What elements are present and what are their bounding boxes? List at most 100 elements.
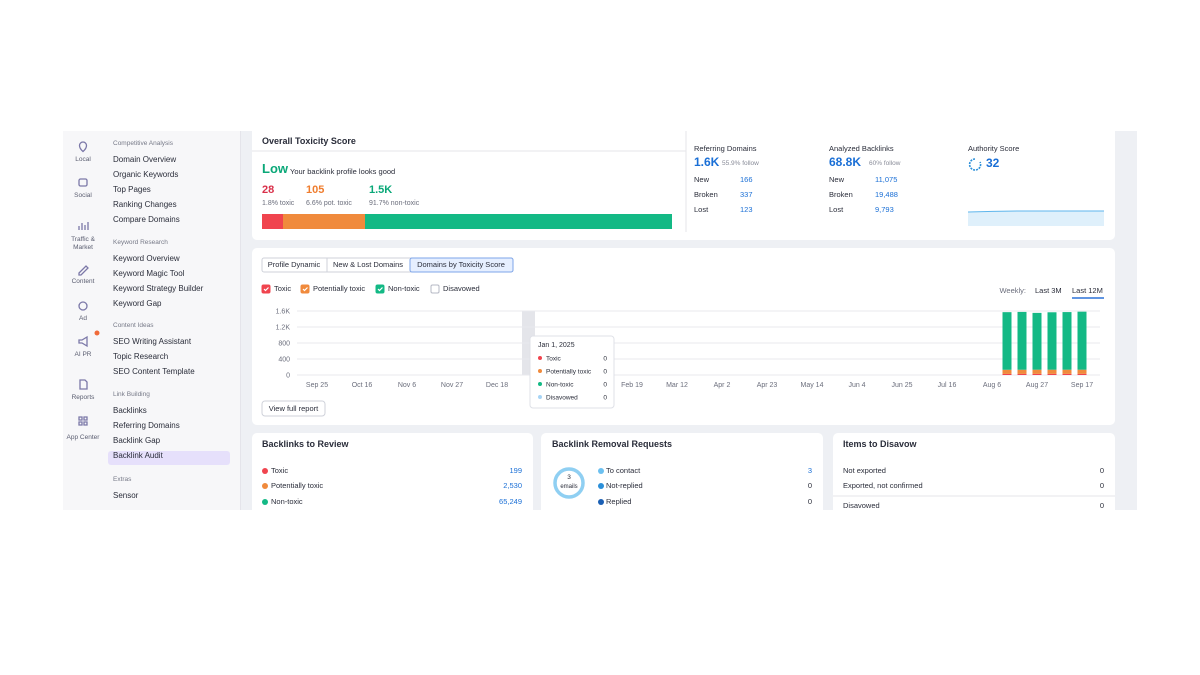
icon-reports: [79, 379, 88, 390]
tab[interactable]: Domains by Toxicity Score: [417, 259, 505, 269]
legend-label[interactable]: Potentially toxic: [313, 283, 366, 293]
disavow-card: [833, 433, 1115, 510]
period-option[interactable]: Last 3M: [1035, 285, 1062, 295]
nav-item[interactable]: SEO Content Template: [113, 367, 195, 377]
toxic-segment: [262, 214, 283, 229]
bar-segment: [1002, 312, 1012, 370]
tooltip-value: 0: [603, 382, 607, 389]
donut-label: emails: [560, 483, 578, 490]
nav-item[interactable]: Keyword Overview: [113, 254, 180, 264]
app-panel: 0 400 800 1.2K 1.6K Sep 25 Oct 16 Nov 6 Nov 27 De…: [63, 131, 1137, 510]
toxicity-message: Your backlink profile looks good: [290, 166, 396, 176]
tooltip-dot: [538, 369, 542, 373]
nav-item[interactable]: Backlink Gap: [113, 436, 161, 446]
x-tick-label: Jun 4: [848, 382, 865, 389]
bar-segment: [1047, 373, 1057, 375]
legend-checkbox[interactable]: [430, 284, 440, 294]
metric-row-value[interactable]: 11,075: [875, 174, 898, 184]
legend-label[interactable]: Toxic: [274, 283, 292, 293]
nav-item[interactable]: Ranking Changes: [113, 200, 177, 210]
metric-row-label: Lost: [829, 204, 844, 214]
metric-row-value[interactable]: 337: [740, 189, 753, 199]
tooltip-value: 0: [603, 369, 607, 376]
nav-item[interactable]: Referring Domains: [113, 421, 180, 431]
x-tick-label: Oct 16: [352, 382, 373, 389]
row-label: Not-replied: [606, 480, 643, 490]
row-dot: [598, 468, 604, 474]
metric-note: 60% follow: [869, 160, 901, 168]
tab[interactable]: Profile Dynamic: [267, 259, 321, 269]
nav-item[interactable]: SEO Writing Assistant: [113, 337, 192, 347]
metric-row-value[interactable]: 166: [740, 174, 753, 184]
x-tick-label: Jun 25: [891, 382, 912, 389]
card-title: Items to Disavow: [843, 438, 917, 449]
tooltip-value: 0: [603, 356, 607, 363]
nav-item[interactable]: Backlinks: [113, 406, 147, 416]
bar-segment: [1047, 312, 1057, 370]
nav-item[interactable]: Compare Domains: [113, 215, 180, 225]
row-value: 0: [807, 496, 812, 506]
button-label[interactable]: View full report: [268, 403, 319, 413]
legend-checkbox[interactable]: [261, 284, 271, 294]
x-tick-label: Nov 27: [441, 382, 463, 389]
metric-row-value[interactable]: 123: [740, 204, 753, 214]
metric-title: Analyzed Backlinks: [829, 143, 894, 153]
icon-label: Ad: [79, 315, 87, 323]
bar-segment: [1047, 369, 1057, 374]
nav-item[interactable]: Topic Research: [113, 352, 169, 362]
bar-segment: [1062, 373, 1072, 375]
nav-item[interactable]: Keyword Magic Tool: [113, 269, 185, 279]
bar-segment: [1017, 311, 1027, 370]
row-value[interactable]: 2,530: [503, 480, 522, 490]
nav-section: Extras: [113, 476, 132, 484]
legend-label[interactable]: Non-toxic: [388, 283, 420, 293]
nav-item[interactable]: Top Pages: [113, 185, 151, 195]
row-label: Non-toxic: [271, 496, 303, 506]
bar-segment: [1077, 373, 1087, 375]
bar-segment: [1017, 373, 1027, 375]
row-value[interactable]: 199: [509, 465, 522, 475]
nav-item[interactable]: Backlink Audit: [113, 451, 163, 461]
nav-section: Link Building: [113, 391, 150, 399]
row-dot: [598, 483, 604, 489]
bar-segment: [1002, 373, 1012, 375]
tooltip: [529, 335, 615, 409]
row-value: 3: [807, 465, 812, 475]
metric-row-value[interactable]: 19,488: [875, 189, 898, 199]
x-tick-label: Sep 17: [1071, 382, 1093, 389]
metric-row-label: Broken: [829, 189, 853, 199]
bar-segment: [1077, 311, 1087, 370]
icon-social: [78, 178, 88, 187]
nav-item[interactable]: Keyword Gap: [113, 299, 162, 309]
nontoxic-segment: [365, 214, 672, 229]
row-label: Replied: [606, 496, 632, 506]
nav-item[interactable]: Sensor: [113, 491, 139, 501]
row-label: Potentially toxic: [271, 480, 324, 490]
row-label: Toxic: [271, 465, 289, 475]
period-option[interactable]: Last 12M: [1072, 285, 1103, 295]
tab[interactable]: New & Lost Domains: [332, 259, 404, 269]
tooltip-label: Disavowed: [546, 395, 578, 402]
bar-segment: [1032, 369, 1042, 374]
legend-checkbox[interactable]: [300, 284, 310, 294]
bar-segment: [1002, 369, 1012, 374]
period-label: Weekly:: [999, 285, 1026, 295]
nav-item[interactable]: Domain Overview: [113, 155, 177, 165]
x-tick-label: Aug 27: [1026, 382, 1048, 389]
tab-active[interactable]: [409, 257, 514, 273]
report-button[interactable]: [261, 400, 326, 417]
icon-label: AI PR: [74, 351, 92, 359]
nav-item[interactable]: Keyword Strategy Builder: [113, 284, 204, 294]
legend-checkbox[interactable]: [375, 284, 385, 294]
icon-traffic: [78, 222, 89, 230]
row-value[interactable]: 65,249: [499, 496, 522, 506]
nav-item[interactable]: Organic Keywords: [113, 170, 179, 180]
stat-label: 6.6% pot. toxic: [306, 199, 352, 207]
toxicity-level: Low: [262, 161, 288, 177]
bar-segment: [1062, 312, 1072, 370]
legend-label[interactable]: Disavowed: [443, 283, 480, 293]
metric-row-value[interactable]: 9,793: [875, 204, 894, 214]
icon-label: Local: [75, 156, 91, 164]
nav-section: Content Ideas: [113, 322, 154, 330]
x-tick-label: Nov 6: [398, 382, 416, 389]
